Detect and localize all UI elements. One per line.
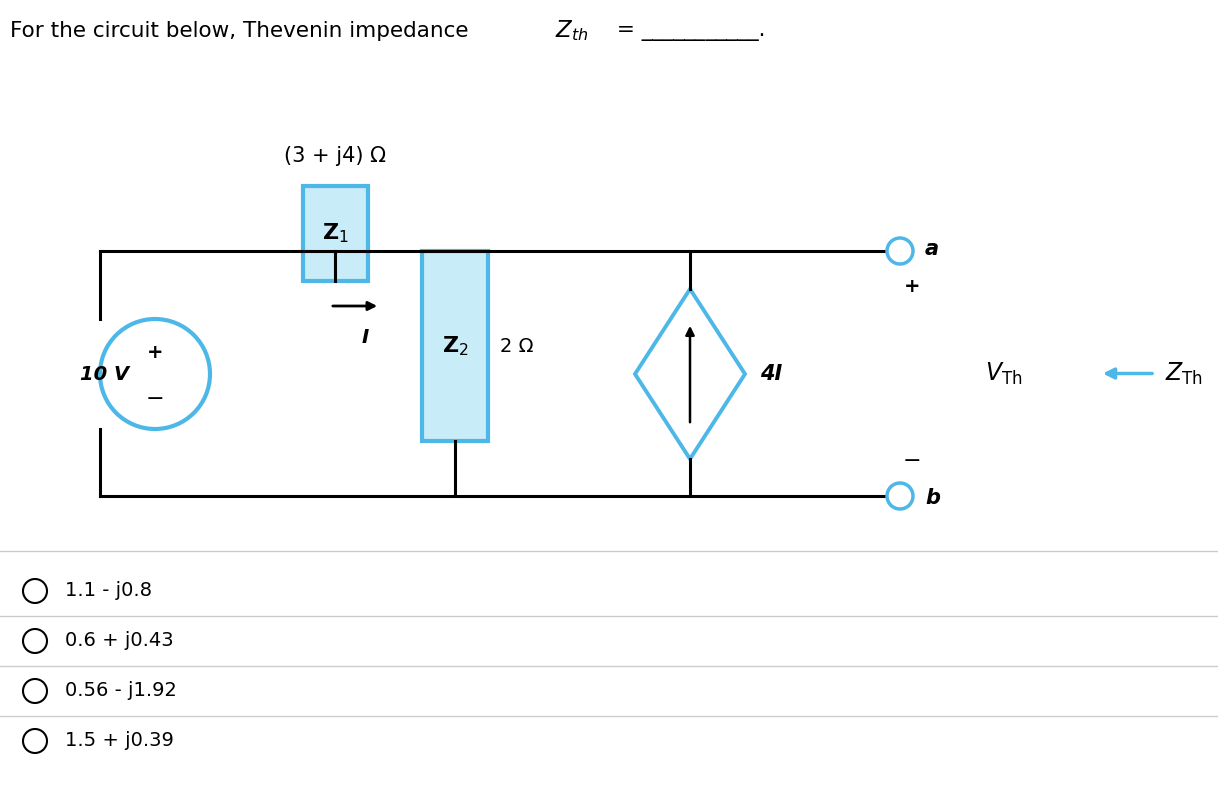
Text: −: −	[146, 389, 164, 409]
Text: $\mathbf{Z}_2$: $\mathbf{Z}_2$	[442, 334, 468, 357]
Text: = ___________.: = ___________.	[610, 21, 765, 41]
Text: 1.5 + j0.39: 1.5 + j0.39	[65, 732, 174, 751]
FancyBboxPatch shape	[423, 251, 487, 441]
Text: +: +	[146, 342, 163, 361]
Text: 0.56 - j1.92: 0.56 - j1.92	[65, 681, 177, 700]
Circle shape	[887, 238, 914, 264]
Text: 1.1 - j0.8: 1.1 - j0.8	[65, 582, 152, 600]
Text: $V_{\mathrm{Th}}$: $V_{\mathrm{Th}}$	[985, 361, 1022, 387]
Text: For the circuit below, Thevenin impedance: For the circuit below, Thevenin impedanc…	[10, 21, 475, 41]
Text: b: b	[924, 488, 940, 508]
Text: +: +	[904, 276, 921, 295]
Text: a: a	[924, 239, 939, 259]
Circle shape	[887, 483, 914, 509]
FancyBboxPatch shape	[302, 186, 368, 281]
Text: I: I	[362, 328, 369, 347]
Text: 4I: 4I	[760, 364, 782, 384]
Text: $\mathbf{Z}_1$: $\mathbf{Z}_1$	[322, 222, 348, 245]
Text: 10 V: 10 V	[80, 365, 129, 384]
Text: (3 + j4) Ω: (3 + j4) Ω	[284, 146, 386, 166]
Text: $Z_{\mathrm{Th}}$: $Z_{\mathrm{Th}}$	[1164, 361, 1203, 387]
Text: $Z_{th}$: $Z_{th}$	[555, 18, 588, 44]
Text: −: −	[903, 451, 921, 471]
Text: 0.6 + j0.43: 0.6 + j0.43	[65, 631, 174, 650]
Text: 2 Ω: 2 Ω	[499, 337, 533, 356]
